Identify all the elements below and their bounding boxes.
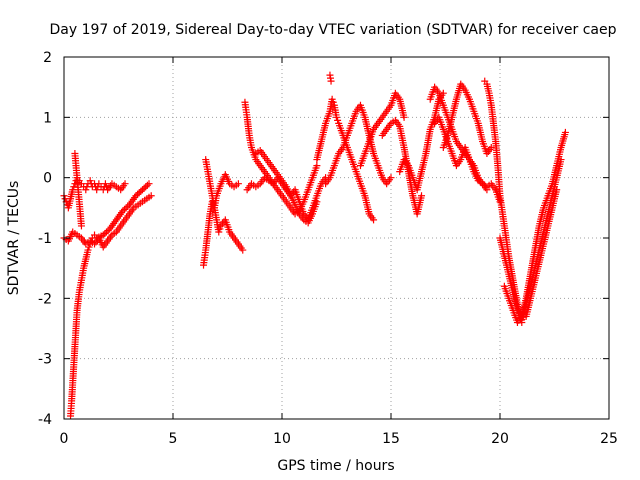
tick-layer: 0 5 10 15 20 25 -4 -3 -2 -1 0 1 2: [38, 50, 618, 447]
data-point: [70, 183, 78, 191]
data-point: [134, 190, 142, 198]
data-point: [234, 180, 242, 188]
data-point: [93, 186, 101, 194]
data-point: [142, 183, 150, 191]
data-point: [138, 186, 146, 194]
x-tick-label: 20: [491, 431, 509, 447]
series-track-a: [60, 174, 129, 212]
data-point: [370, 216, 378, 224]
data-point: [119, 207, 127, 215]
data-point: [387, 174, 395, 182]
series-track-c: [67, 231, 99, 420]
series-track-k: [313, 95, 378, 224]
data-point: [239, 246, 247, 254]
series-track-m: [326, 71, 335, 85]
data-point: [561, 128, 569, 136]
data-point: [400, 113, 408, 121]
x-tick-label: 10: [273, 431, 291, 447]
y-tick-label: -3: [38, 352, 52, 368]
y-tick-label: 2: [43, 50, 52, 66]
series-track-p: [396, 89, 447, 194]
data-layer: [60, 71, 569, 420]
data-point: [140, 184, 148, 192]
data-point: [334, 116, 342, 124]
data-point: [87, 237, 95, 245]
data-point: [313, 198, 321, 206]
data-point: [121, 180, 129, 188]
data-point: [216, 225, 224, 233]
data-point: [132, 192, 140, 200]
data-point: [147, 192, 155, 200]
y-tick-label: -4: [38, 412, 52, 428]
data-point: [122, 204, 130, 212]
series-track-j: [252, 147, 321, 227]
data-point: [333, 113, 340, 121]
series-track-n: [356, 89, 408, 170]
data-point: [101, 180, 109, 188]
data-point: [137, 187, 145, 195]
data-point: [124, 202, 132, 210]
series-track-r: [439, 80, 495, 158]
data-point: [327, 77, 335, 85]
y-tick-label: -1: [38, 231, 52, 247]
series-track-e: [93, 180, 153, 242]
series-track-d: [71, 150, 85, 230]
data-point: [215, 228, 223, 236]
x-axis-label: GPS time / hours: [277, 458, 394, 474]
x-tick-label: 15: [382, 431, 400, 447]
data-point: [82, 186, 90, 194]
data-point: [120, 205, 128, 213]
x-tick-label: 0: [60, 431, 69, 447]
data-point: [145, 180, 153, 188]
data-point: [328, 95, 336, 103]
data-point: [86, 177, 94, 185]
data-point: [86, 240, 94, 248]
y-tick-label: -2: [38, 291, 52, 307]
data-point: [313, 162, 321, 170]
y-axis-label: SDTVAR / TECUs: [6, 181, 22, 296]
y-tick-label: 0: [43, 171, 52, 187]
data-point: [135, 189, 143, 197]
y-tick-label: 1: [43, 110, 52, 126]
series-track-v: [500, 128, 569, 326]
series-track-g: [202, 156, 247, 254]
data-point: [418, 192, 426, 200]
data-point: [84, 246, 92, 254]
data-point: [99, 231, 107, 239]
data-point: [143, 181, 151, 189]
data-point: [103, 228, 111, 236]
data-point: [104, 226, 112, 234]
data-point: [101, 229, 109, 237]
series-track-s: [431, 113, 504, 206]
series-track-b: [60, 192, 155, 251]
data-point: [77, 222, 85, 230]
chart-title: Day 197 of 2019, Sidereal Day-to-day VTE…: [50, 22, 617, 38]
x-tick-label: 25: [600, 431, 618, 447]
data-point: [329, 98, 337, 106]
data-point: [85, 243, 93, 251]
data-point: [553, 186, 561, 194]
series-track-w: [522, 186, 561, 320]
series-track-l: [322, 101, 395, 188]
x-tick-label: 5: [169, 431, 178, 447]
